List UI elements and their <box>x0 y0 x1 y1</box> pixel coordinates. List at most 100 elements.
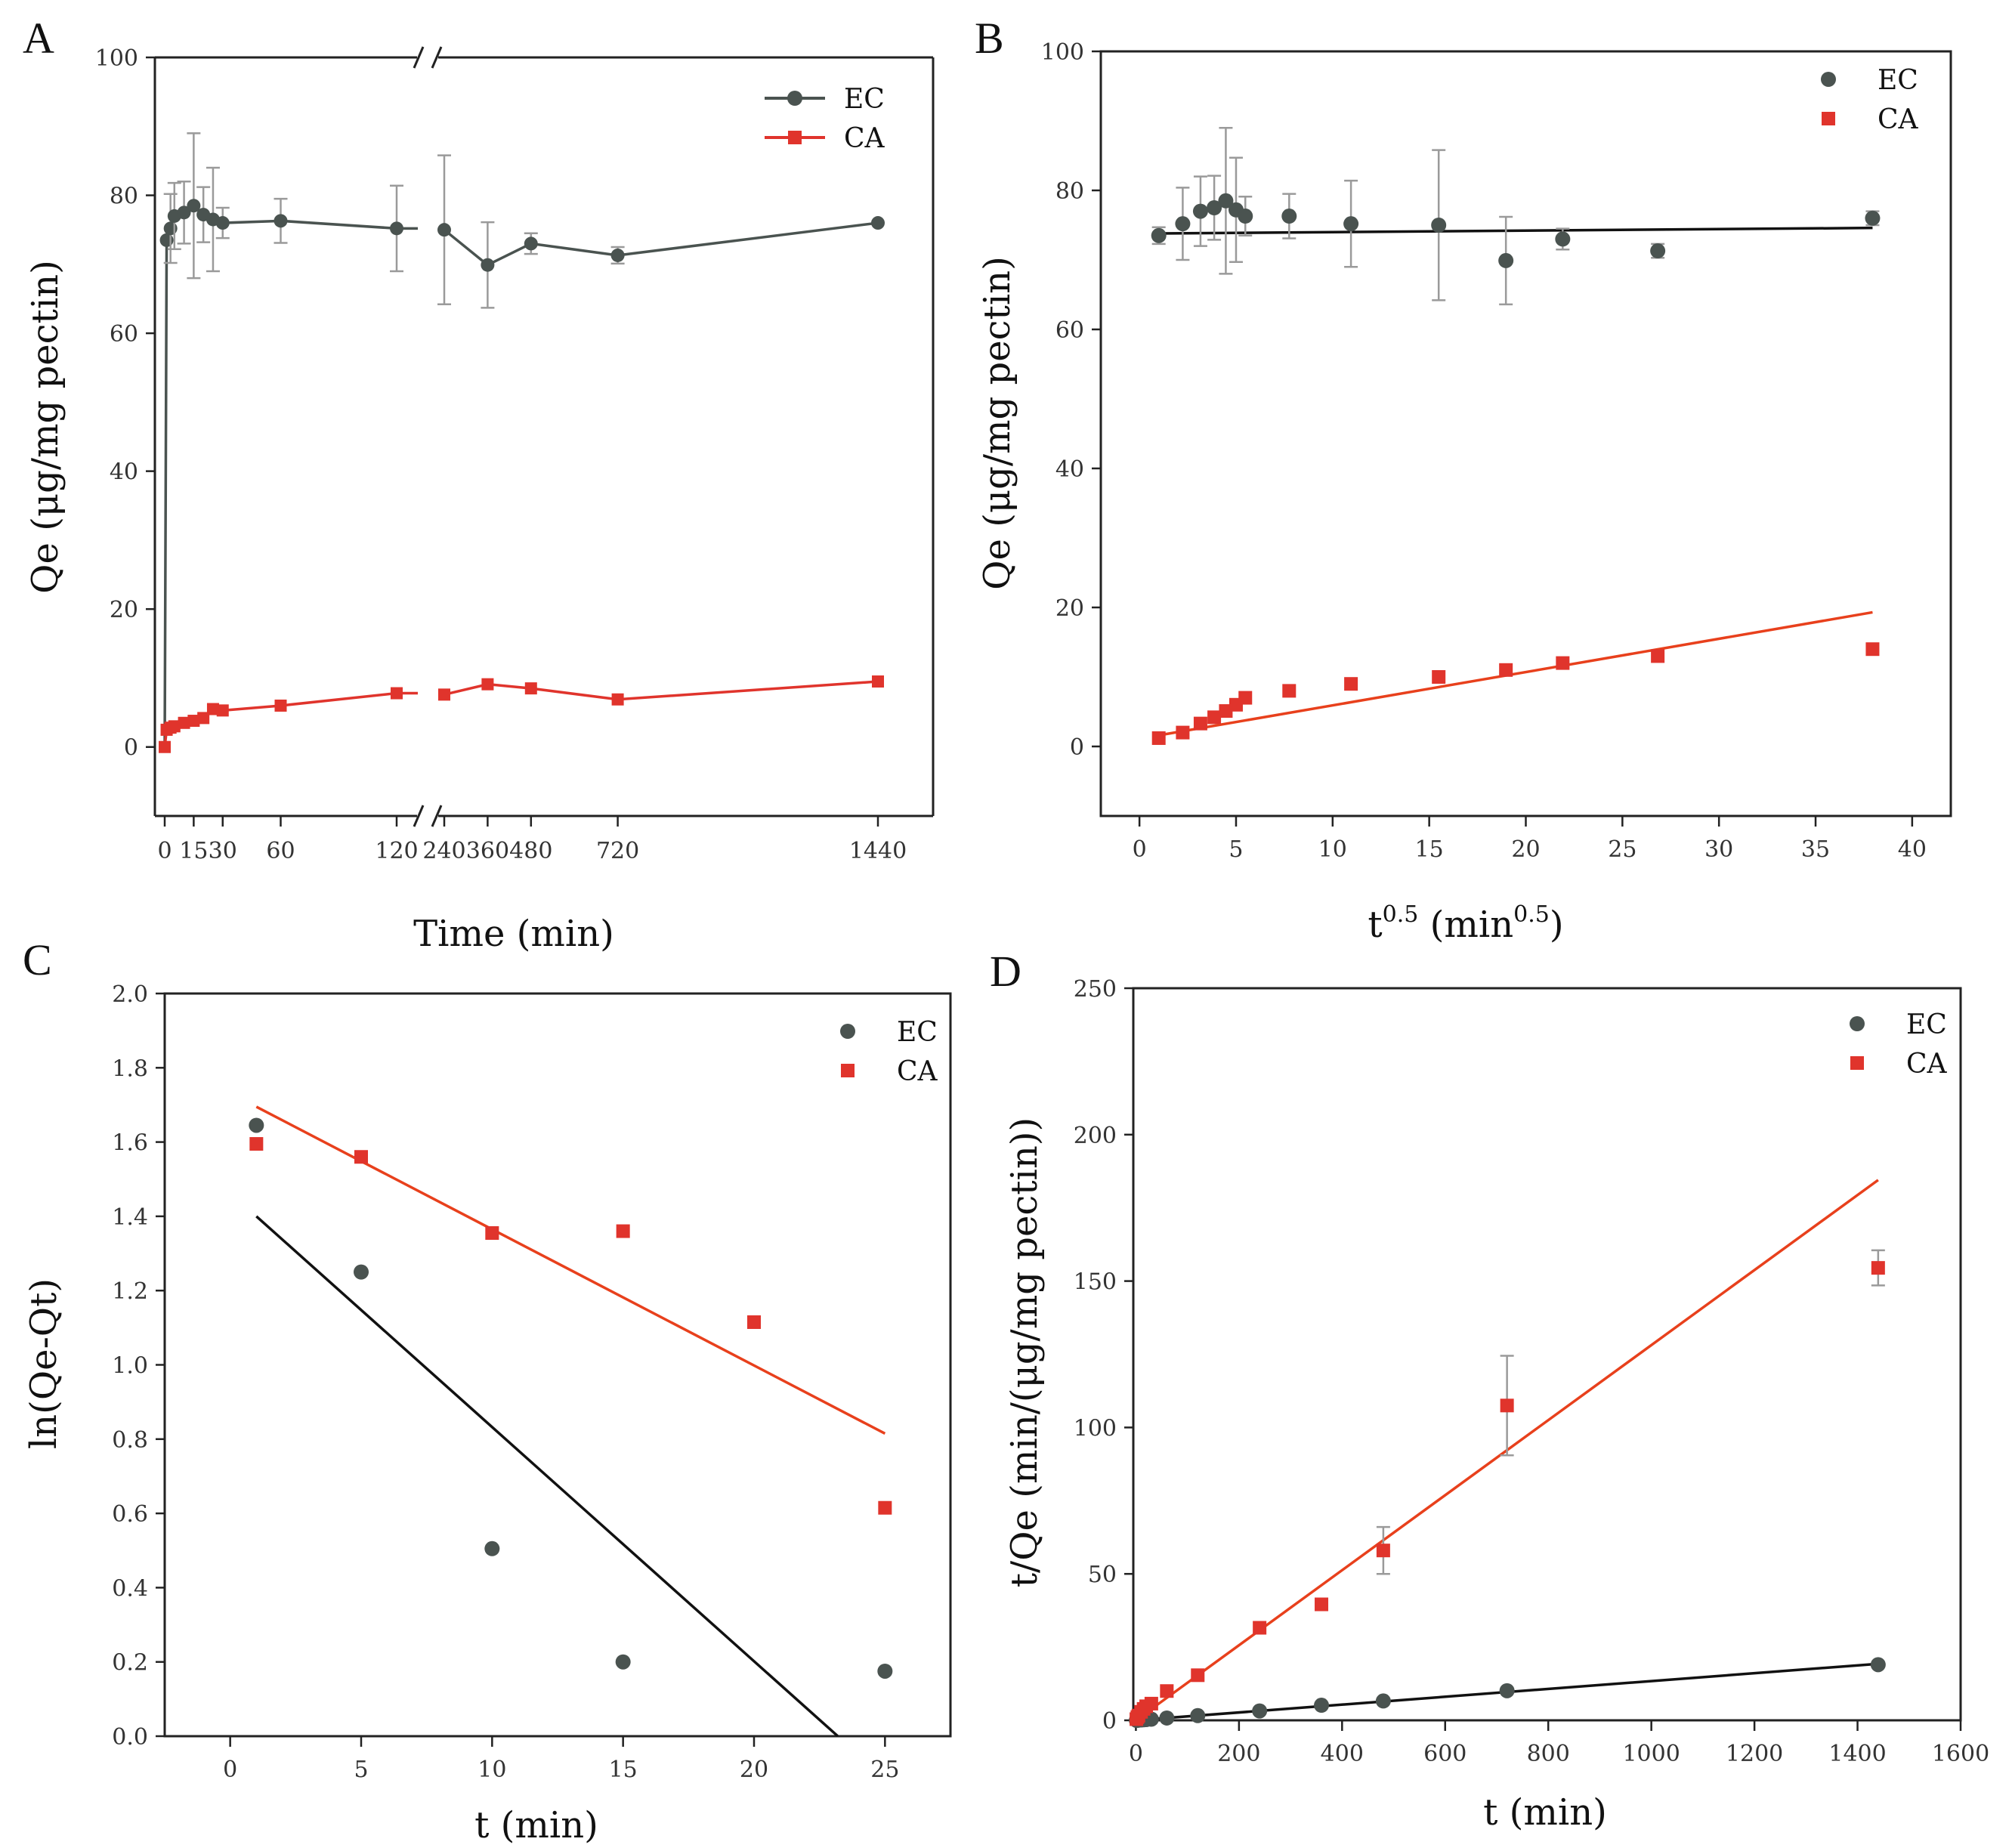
y-tick-label: 0.8 <box>112 1427 148 1454</box>
legend-marker-ec <box>1850 1016 1865 1031</box>
data-point-ec <box>354 1264 369 1280</box>
y-axis-title: Qe (μg/mg pectin) <box>976 256 1018 590</box>
x-tick-label: 30 <box>1704 836 1733 863</box>
panel-c-chart: C 0.0 0.2 0.4 0.6 0.8 1.0 1.2 1.4 1.6 1.8 2.0 0 5 10 15… <box>23 935 952 1846</box>
data-point-ec <box>610 248 625 262</box>
x-tick-label: 5 <box>1229 836 1243 863</box>
y-tick-label: 0 <box>1102 1708 1117 1735</box>
data-point-ec <box>274 214 288 228</box>
x-tick-label: 25 <box>870 1757 899 1783</box>
data-point-ca <box>747 1315 761 1329</box>
data-point-ca <box>1151 731 1166 745</box>
data-point-ca <box>485 1226 499 1241</box>
data-point-ca <box>1253 1621 1267 1635</box>
data-point-ca <box>1282 684 1297 698</box>
y-tick-label: 0.6 <box>112 1501 148 1528</box>
y-tick-label: 1.8 <box>112 1055 148 1082</box>
data-point-ca <box>872 675 884 688</box>
y-tick-label: 0.2 <box>112 1650 148 1676</box>
x-tick-label: 35 <box>1801 836 1830 863</box>
y-tick-label: 80 <box>110 184 138 210</box>
data-point-ec <box>484 1541 500 1556</box>
data-point-ca <box>178 716 190 729</box>
y-tick-label: 1.4 <box>112 1204 148 1231</box>
data-point-ec <box>215 216 230 230</box>
x-tick-label: 15 <box>179 838 208 864</box>
y-tick-label: 40 <box>1055 456 1084 483</box>
y-axis-title: Qe (μg/mg pectin) <box>24 260 66 594</box>
x-tick-label: 600 <box>1423 1741 1467 1767</box>
x-tick-label: 0 <box>1133 836 1147 863</box>
data-point-ec <box>390 221 403 236</box>
x-axis-title-part: t <box>1368 904 1382 946</box>
data-point-ec <box>1281 209 1297 224</box>
y-tick-label: 0 <box>1070 734 1084 761</box>
panel-letter-b: B <box>975 14 1004 63</box>
data-point-ca <box>611 693 624 706</box>
data-point-ca <box>1238 691 1253 705</box>
data-point-ec <box>615 1654 631 1670</box>
y-tick-label: 150 <box>1074 1269 1117 1296</box>
data-point-ca <box>1651 649 1665 663</box>
data-point-ca <box>1865 642 1880 657</box>
x-axis-title: t0.5 (min0.5) <box>1368 901 1563 946</box>
x-tick-label: 0 <box>157 838 172 864</box>
panel-letter-a: A <box>23 14 54 63</box>
data-point-ec <box>1865 210 1881 226</box>
x-tick-label: 0 <box>223 1757 237 1783</box>
data-point-ca <box>249 1137 264 1151</box>
data-point-ec <box>1218 193 1234 209</box>
legend-label-ca: CA <box>897 1056 938 1087</box>
data-point-ec <box>1252 1703 1268 1719</box>
y-tick-label: 200 <box>1074 1123 1117 1149</box>
legend-label-ca: CA <box>1878 104 1919 135</box>
data-point-ec <box>1555 231 1571 247</box>
data-point-ca <box>524 682 537 695</box>
data-point-ec <box>877 1663 893 1679</box>
data-point-ec <box>1343 216 1359 232</box>
data-point-ca <box>1499 663 1513 677</box>
y-tick-label: 2.0 <box>112 981 148 1008</box>
y-tick-label: 40 <box>110 459 138 486</box>
panel-letter-c: C <box>23 935 52 984</box>
data-point-ca <box>1207 710 1222 725</box>
data-point-ec <box>524 236 538 251</box>
data-point-ec <box>1431 218 1447 233</box>
x-tick-label: 40 <box>1898 836 1927 863</box>
x-axis-title-superscript: 0.5 <box>1513 901 1550 928</box>
x-tick-label: 10 <box>1318 836 1347 863</box>
data-point-ca <box>159 740 171 753</box>
legend-marker-ec <box>787 91 802 106</box>
data-point-ec <box>1192 203 1208 219</box>
data-point-ca <box>1315 1597 1329 1612</box>
data-point-ec <box>249 1117 264 1133</box>
plot-frame <box>1132 987 1962 1722</box>
x-axis-title-superscript: 0.5 <box>1383 901 1419 928</box>
x-tick-label: 720 <box>596 838 639 864</box>
x-axis-title: t (min) <box>1483 1791 1607 1834</box>
y-tick-label: 20 <box>110 597 138 623</box>
data-point-ca <box>1500 1398 1514 1413</box>
y-tick-label: 60 <box>110 321 138 348</box>
fit-line-ec <box>1158 226 1873 235</box>
data-point-ca <box>878 1500 892 1515</box>
legend-marker-ca <box>788 131 802 144</box>
y-tick-label: 60 <box>1055 317 1084 344</box>
x-tick-label: 200 <box>1217 1741 1260 1767</box>
x-tick-label: 15 <box>1415 836 1444 863</box>
x-axis-title: Time (min) <box>413 913 614 955</box>
legend-marker-ca <box>841 1064 855 1077</box>
x-tick-label: 360 <box>466 838 509 864</box>
data-point-ca <box>438 688 450 701</box>
x-axis-title-part: ) <box>1550 904 1564 946</box>
legend-label-ec: EC <box>1878 65 1918 96</box>
x-tick-label: 20 <box>1511 836 1540 863</box>
data-point-ec <box>1175 216 1191 232</box>
x-axis-title-part: (min <box>1418 904 1513 946</box>
data-point-ca <box>168 720 181 733</box>
y-tick-label: 1.0 <box>112 1353 148 1380</box>
data-point-ec <box>1314 1698 1330 1714</box>
x-tick-label: 1600 <box>1932 1741 1989 1767</box>
y-tick-label: 0.4 <box>112 1575 148 1602</box>
